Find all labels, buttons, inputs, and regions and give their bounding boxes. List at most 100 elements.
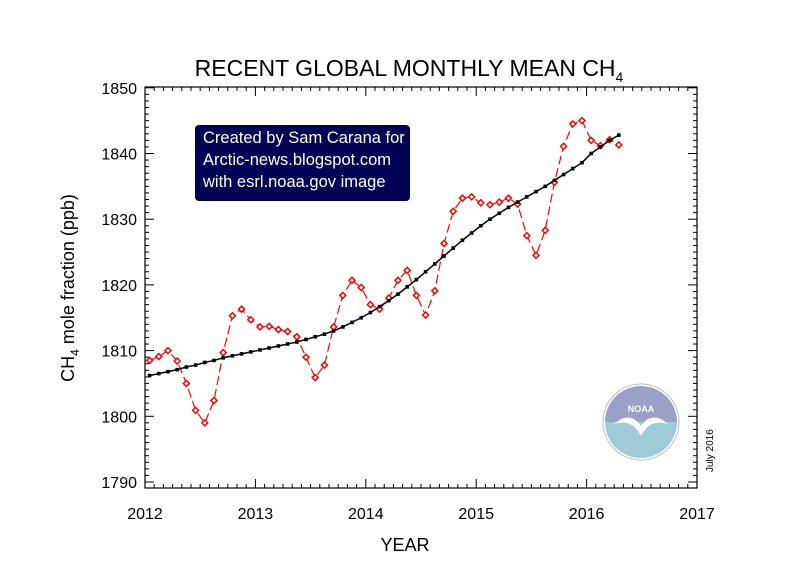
trend-point — [580, 160, 584, 165]
y-tick-label: 1840 — [101, 147, 137, 164]
trend-point — [396, 292, 400, 296]
monthly-mean-point — [476, 198, 485, 207]
monthly-mean-point — [200, 418, 209, 427]
x-tick-label: 2013 — [238, 506, 274, 523]
trend-point — [607, 138, 612, 143]
trend-point — [488, 217, 492, 221]
monthly-mean-point — [559, 142, 568, 151]
y-tick-label: 1850 — [101, 81, 137, 98]
trend-point — [433, 262, 437, 266]
x-tick-label: 2012 — [127, 506, 163, 523]
trend-point — [157, 371, 161, 376]
trend-point — [368, 310, 373, 315]
y-tick-label: 1800 — [101, 409, 137, 426]
trend-point — [377, 304, 382, 309]
trend-point — [506, 205, 511, 210]
monthly-mean-point — [283, 327, 292, 336]
trend-point — [460, 238, 465, 243]
x-tick-label: 2017 — [679, 506, 715, 523]
trend-point — [212, 358, 216, 363]
monthly-mean-point — [531, 251, 541, 260]
trend-point — [230, 354, 235, 358]
y-tick-label: 1830 — [101, 212, 137, 229]
monthly-mean-point — [154, 352, 163, 361]
monthly-mean-point — [246, 315, 255, 324]
trend-point — [534, 189, 538, 194]
monthly-mean-point — [274, 325, 283, 334]
x-tick-label: 2014 — [348, 506, 384, 523]
monthly-mean-point — [495, 198, 504, 207]
trend-point — [295, 340, 299, 344]
monthly-mean-point — [265, 322, 274, 331]
monthly-mean-point — [541, 226, 550, 235]
trend-point — [423, 269, 428, 274]
monthly-mean-point — [219, 348, 228, 357]
monthly-mean-point — [228, 311, 237, 320]
monthly-mean-point — [577, 116, 587, 125]
monthly-mean-point — [449, 207, 458, 216]
trend-point — [175, 367, 179, 372]
monthly-mean-point — [292, 332, 301, 341]
monthly-mean-point — [347, 276, 357, 285]
trend-point — [276, 344, 281, 348]
trend-point — [589, 151, 593, 156]
noaa-logo: NOAA — [602, 383, 680, 461]
trend-point — [405, 285, 409, 289]
monthly-mean-point — [357, 283, 366, 292]
monthly-mean-point — [163, 346, 173, 355]
monthly-mean-point — [311, 373, 320, 382]
monthly-mean-point — [255, 322, 265, 332]
annotation-box: Created by Sam Carana for Arctic-news.bl… — [195, 125, 410, 201]
monthly-mean-point — [614, 140, 623, 150]
trend-point — [543, 184, 547, 189]
trend-point — [387, 298, 391, 303]
monthly-mean-point — [191, 406, 200, 415]
y-axis-label: CH4 mole fraction (ppb) — [58, 194, 82, 382]
trend-point — [561, 172, 566, 177]
trend-point — [497, 211, 501, 216]
monthly-mean-point — [393, 276, 403, 285]
monthly-mean-point — [320, 360, 329, 370]
trend-line — [149, 134, 620, 377]
chart-title: RECENT GLOBAL MONTHLY MEAN CH4 — [195, 55, 624, 85]
trend-point — [359, 315, 363, 320]
trend-point — [525, 195, 529, 199]
monthly-mean-point — [485, 200, 495, 209]
monthly-mean-point — [421, 311, 430, 320]
monthly-mean-point — [439, 239, 449, 248]
monthly-mean-point — [522, 231, 531, 240]
monthly-mean-point — [145, 356, 154, 365]
trend-point — [479, 223, 483, 228]
trend-point — [239, 352, 244, 356]
trend-point — [451, 246, 455, 250]
trend-point — [469, 231, 474, 235]
monthly-mean-point — [412, 291, 421, 300]
monthly-mean-point — [403, 266, 412, 275]
monthly-mean-point — [458, 194, 467, 203]
y-tick-label: 1810 — [101, 344, 137, 361]
trend-point — [193, 363, 198, 367]
trend-point — [442, 254, 446, 258]
trend-point — [258, 348, 262, 352]
x-tick-label: 2015 — [458, 506, 494, 523]
trend-point — [515, 200, 520, 204]
monthly-mean-point — [366, 300, 375, 309]
monthly-mean-point — [173, 357, 182, 366]
monthly-mean-point — [301, 353, 311, 362]
trend-point — [552, 178, 557, 183]
trend-point — [598, 145, 603, 149]
annotation-line: Created by Sam Carana for — [203, 129, 405, 147]
monthly-mean-point — [467, 192, 476, 201]
svg-text:NOAA: NOAA — [628, 404, 655, 414]
trend-point — [203, 360, 207, 365]
y-tick-label: 1820 — [101, 278, 137, 295]
trend-point — [322, 332, 327, 336]
annotation-line: with esrl.noaa.gov image — [203, 173, 386, 191]
trend-point — [249, 350, 253, 354]
monthly-mean-point — [338, 291, 347, 300]
x-axis-label: YEAR — [380, 535, 429, 555]
trend-point — [285, 342, 290, 346]
monthly-mean-point — [237, 305, 246, 314]
trend-point — [350, 320, 354, 325]
trend-point — [313, 335, 317, 339]
